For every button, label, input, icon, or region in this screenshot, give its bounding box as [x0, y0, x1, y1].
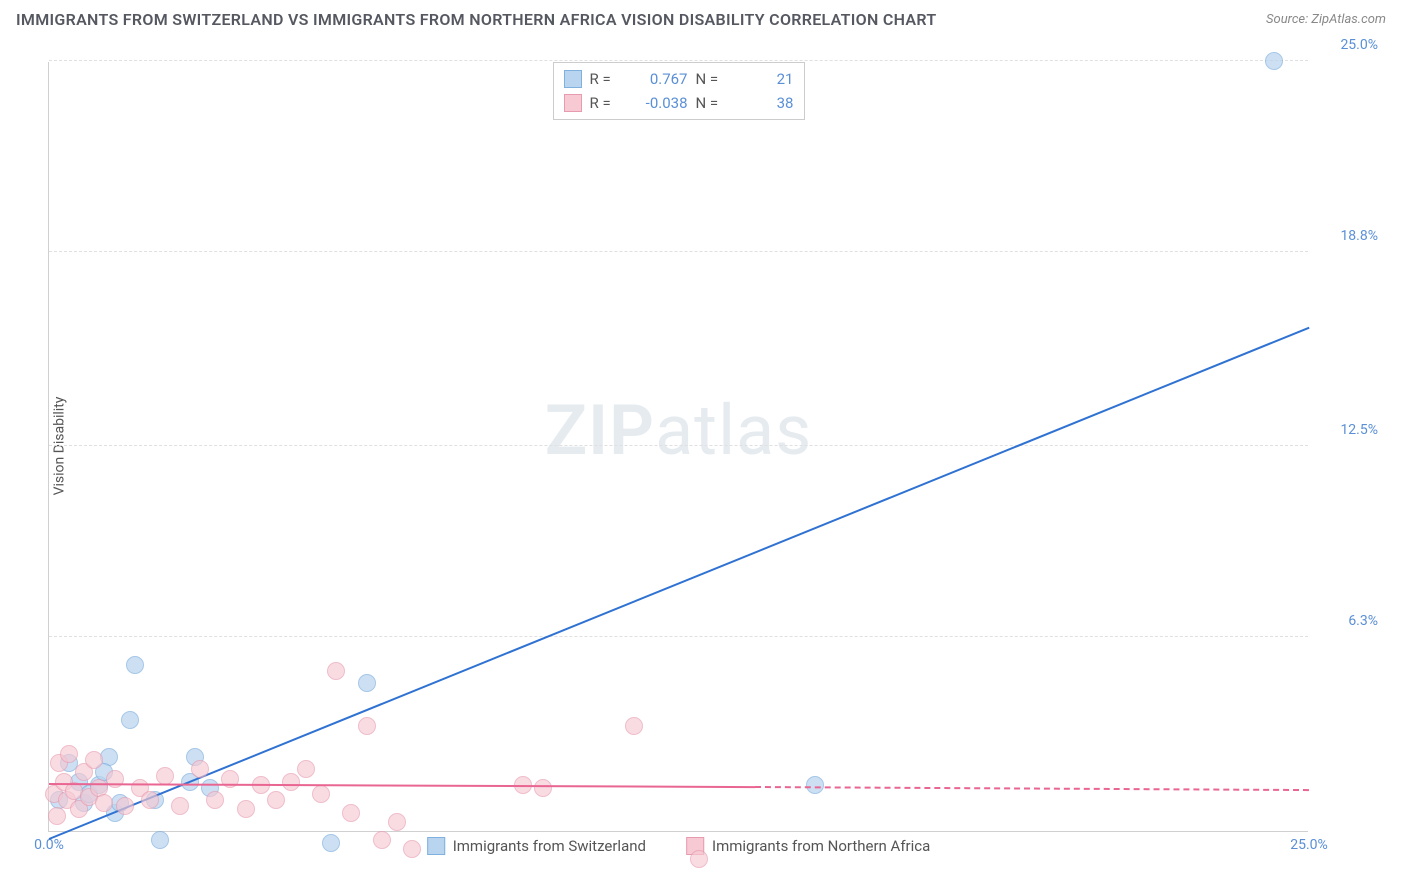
data-point [171, 797, 189, 815]
data-point [358, 674, 376, 692]
watermark: ZIPatlas [545, 390, 813, 472]
legend-label: Immigrants from Northern Africa [712, 837, 930, 855]
trend-line-dashed [755, 786, 1309, 791]
data-point [625, 717, 643, 735]
gridline [49, 636, 1308, 637]
data-point [85, 751, 103, 769]
data-point [388, 813, 406, 831]
data-point [141, 791, 159, 809]
watermark-bold: ZIP [545, 390, 655, 472]
n-value: 38 [738, 91, 794, 115]
y-tick-label: 18.8% [1340, 228, 1378, 244]
data-point [806, 776, 824, 794]
swatch-icon [564, 94, 582, 112]
data-point [403, 840, 421, 858]
chart-title: IMMIGRANTS FROM SWITZERLAND VS IMMIGRANT… [16, 10, 937, 29]
data-point [312, 785, 330, 803]
legend-item: Immigrants from Switzerland [427, 837, 646, 855]
r-value: 0.767 [632, 67, 688, 91]
data-point [121, 711, 139, 729]
trend-line [49, 327, 1310, 840]
scatter-chart: ZIPatlas R = 0.767 N = 21 R = -0.038 N =… [48, 62, 1308, 832]
data-point [60, 745, 78, 763]
gridline [49, 60, 1308, 61]
data-point [690, 850, 708, 868]
data-point [126, 656, 144, 674]
series-legend: Immigrants from Switzerland Immigrants f… [427, 837, 931, 855]
r-value: -0.038 [632, 91, 688, 115]
data-point [267, 791, 285, 809]
data-point [1265, 52, 1283, 70]
n-value: 21 [738, 67, 794, 91]
legend-item: Immigrants from Northern Africa [686, 837, 930, 855]
trend-line [49, 783, 755, 788]
correlation-legend: R = 0.767 N = 21 R = -0.038 N = 38 [553, 62, 805, 120]
y-tick-label: 25.0% [1340, 37, 1378, 53]
n-label: N = [696, 91, 730, 115]
data-point [156, 767, 174, 785]
gridline [49, 445, 1308, 446]
data-point [327, 662, 345, 680]
swatch-icon [564, 70, 582, 88]
data-point [534, 779, 552, 797]
n-label: N = [696, 67, 730, 91]
data-point [342, 804, 360, 822]
data-point [191, 760, 209, 778]
data-point [358, 717, 376, 735]
x-tick-label: 25.0% [1290, 837, 1328, 853]
legend-row: R = 0.767 N = 21 [564, 67, 794, 91]
data-point [206, 791, 224, 809]
data-point [322, 834, 340, 852]
data-point [48, 807, 66, 825]
data-point [373, 831, 391, 849]
watermark-rest: atlas [655, 390, 812, 472]
data-point [151, 831, 169, 849]
r-label: R = [590, 67, 624, 91]
source-label: Source: ZipAtlas.com [1266, 12, 1386, 27]
data-point [297, 760, 315, 778]
data-point [95, 794, 113, 812]
data-point [116, 797, 134, 815]
swatch-icon [427, 837, 445, 855]
y-tick-label: 6.3% [1348, 613, 1378, 629]
y-tick-label: 12.5% [1340, 422, 1378, 438]
legend-row: R = -0.038 N = 38 [564, 91, 794, 115]
legend-label: Immigrants from Switzerland [453, 837, 646, 855]
r-label: R = [590, 91, 624, 115]
data-point [237, 800, 255, 818]
gridline [49, 251, 1308, 252]
data-point [282, 773, 300, 791]
